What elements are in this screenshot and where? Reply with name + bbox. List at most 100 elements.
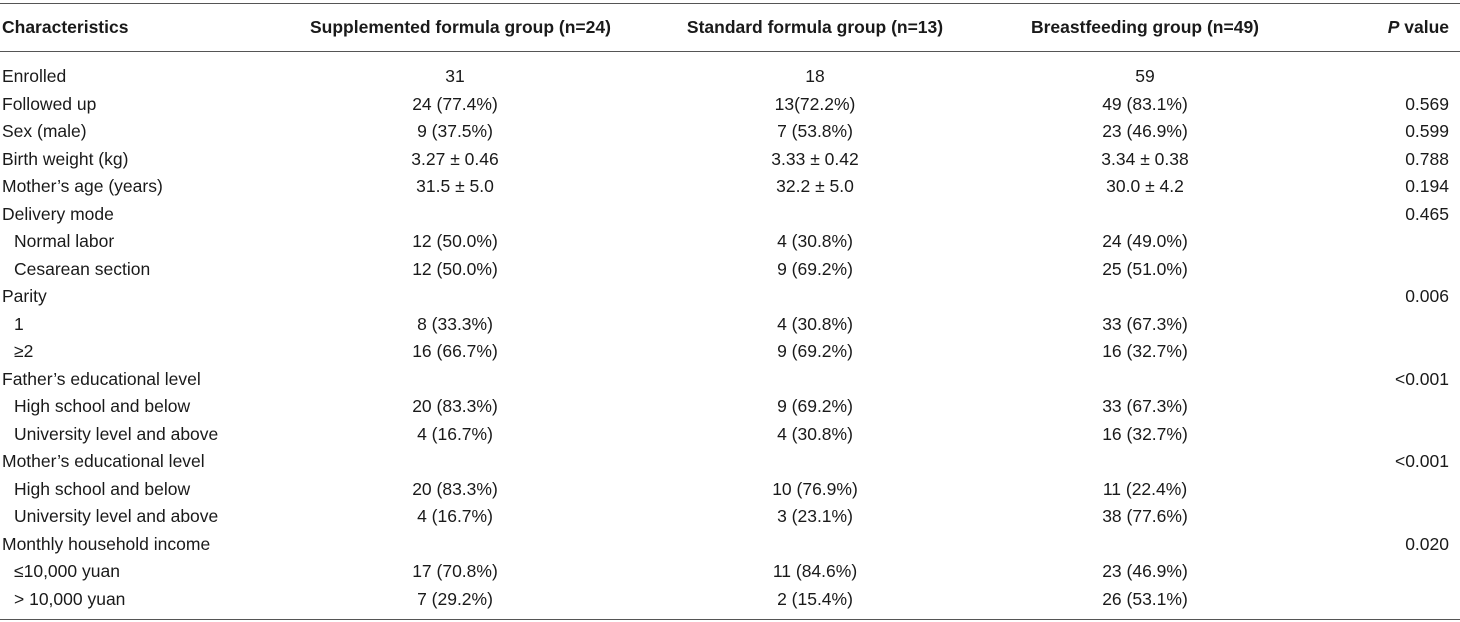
cell-supplemented: 9 (37.5%) [417,121,493,142]
cell-breastfeeding: 33 (67.3%) [1102,396,1188,417]
cell-breastfeeding: 24 (49.0%) [1102,231,1188,252]
cell-p-value: <0.001 [1394,368,1449,389]
cell-p-value: 0.569 [1405,93,1449,114]
header-characteristics: Characteristics [2,17,129,37]
cell-standard: 4 (30.8%) [777,313,853,334]
cell-p-value: 0.006 [1405,286,1449,307]
cell-supplemented [260,448,600,476]
cell-standard: 9 (69.2%) [777,396,853,417]
cell-standard: 18 [805,66,825,87]
cell-p-value [1300,476,1460,504]
row-label: Cesarean section [14,258,151,279]
cell-p-value [1300,311,1460,339]
cell-breastfeeding: 16 (32.7%) [1102,423,1188,444]
cell-breastfeeding [980,201,1300,229]
header-p-value: P value [1300,5,1460,50]
cell-standard: 3 (23.1%) [777,506,853,527]
cell-p-value: 0.465 [1405,203,1449,224]
cell-standard: 9 (69.2%) [777,258,853,279]
table-row: Mother’s educational level <0.001 [0,448,1460,476]
cell-standard: 13(72.2%) [774,93,856,114]
cell-supplemented: 12 (50.0%) [412,231,498,252]
cell-breastfeeding: 11 (22.4%) [1102,478,1188,499]
table-row: > 10,000 yuan 7 (29.2%) 2 (15.4%) 26 (53.1%… [0,586,1460,614]
cell-supplemented: 3.27 ± 0.46 [411,148,499,169]
table-row: ≥2 16 (66.7%) 9 (69.2%) 16 (32.7%) [0,338,1460,366]
table-row: Parity 0.006 [0,283,1460,311]
table-row: Delivery mode 0.465 [0,201,1460,229]
cell-p-value: 0.788 [1405,148,1449,169]
cell-breastfeeding: 30.0 ± 4.2 [1106,176,1184,197]
cell-standard: 11 (84.6%) [772,561,858,582]
cell-breastfeeding: 59 [1135,66,1155,87]
table-header-rule [0,51,1460,52]
table-row: Cesarean section 12 (50.0%) 9 (69.2%) 25 (5… [0,256,1460,284]
cell-standard: 2 (15.4%) [777,588,853,609]
header-p-rest: value [1399,17,1449,37]
cell-p-value [1300,503,1460,531]
cell-standard: 4 (30.8%) [777,231,853,252]
table-row: Mother’s age (years) 31.5 ± 5.0 32.2 ± 5.0… [0,173,1460,201]
table-header: Characteristics Supplemented formula gro… [0,5,1460,50]
cell-supplemented [260,201,600,229]
row-label: 1 [14,313,24,334]
table-top-rule [0,3,1460,4]
cell-supplemented: 8 (33.3%) [417,313,493,334]
row-label: Enrolled [2,66,67,87]
cell-standard [600,201,980,229]
cell-p-value: 0.194 [1405,176,1449,197]
cell-supplemented [260,283,600,311]
row-label: Parity [2,286,47,307]
cell-p-value [1300,421,1460,449]
header-standard-group: Standard formula group (n=13) [686,17,944,37]
table-row: Followed up 24 (77.4%) 13(72.2%) 49 (83.1%)… [0,91,1460,119]
row-label: Followed up [2,93,97,114]
cell-supplemented: 24 (77.4%) [412,93,498,114]
cell-supplemented: 16 (66.7%) [412,341,498,362]
cell-supplemented: 4 (16.7%) [417,506,493,527]
cell-p-value: 0.599 [1405,121,1449,142]
cell-supplemented [260,531,600,559]
header-supplemented-group: Supplemented formula group (n=24) [310,17,611,37]
cell-standard [600,283,980,311]
cell-supplemented: 7 (29.2%) [417,588,493,609]
table-bottom-rule [0,619,1460,620]
cell-standard: 4 (30.8%) [777,423,853,444]
row-label: Mother’s age (years) [2,176,163,197]
cell-breastfeeding [980,448,1300,476]
cell-standard [600,448,980,476]
table-row: Birth weight (kg) 3.27 ± 0.46 3.33 ± 0.42 3… [0,146,1460,174]
cell-supplemented: 31 [445,66,465,87]
row-label: ≤10,000 yuan [14,561,120,582]
table-row: Enrolled 31 18 59 [0,50,1460,91]
cell-breastfeeding: 16 (32.7%) [1102,341,1188,362]
cell-standard [600,531,980,559]
row-label: Birth weight (kg) [2,148,129,169]
table-row: High school and below 20 (83.3%) 9 (69.2%)… [0,393,1460,421]
table-row: Monthly household income 0.020 [0,531,1460,559]
cell-supplemented [260,366,600,394]
table-row: University level and above 4 (16.7%) 4 (30… [0,421,1460,449]
row-label: University level and above [14,506,219,527]
cell-p-value [1300,338,1460,366]
row-label: Mother’s educational level [2,451,205,472]
cell-breastfeeding [980,531,1300,559]
cell-standard: 10 (76.9%) [772,478,858,499]
cell-standard: 9 (69.2%) [777,341,853,362]
cell-standard: 32.2 ± 5.0 [776,176,854,197]
table-row: University level and above 4 (16.7%) 3 (23… [0,503,1460,531]
header-p-italic: P [1387,17,1400,37]
cell-p-value [1300,228,1460,256]
cell-breastfeeding: 23 (46.9%) [1102,121,1188,142]
cell-standard: 3.33 ± 0.42 [771,148,859,169]
cell-supplemented: 20 (83.3%) [412,396,498,417]
header-breastfeeding-group: Breastfeeding group (n=49) [1030,17,1260,37]
cell-supplemented: 4 (16.7%) [417,423,493,444]
cell-p-value [1300,586,1460,614]
cell-standard: 7 (53.8%) [777,121,853,142]
cell-breastfeeding: 33 (67.3%) [1102,313,1188,334]
row-label: Normal labor [14,231,115,252]
cell-p-value: <0.001 [1394,451,1449,472]
row-label: High school and below [14,396,191,417]
